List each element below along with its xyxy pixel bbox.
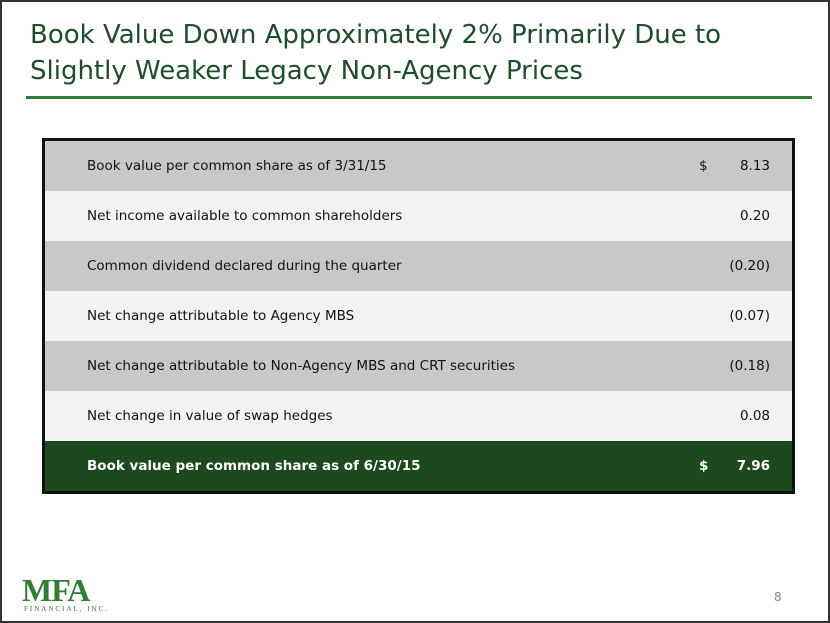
row-label: Net income available to common sharehold… (87, 208, 403, 224)
row-value: 7.96 (736, 458, 770, 474)
logo-subtitle: FINANCIAL, INC. (24, 605, 110, 613)
currency-symbol: $ (699, 458, 709, 474)
table-row: Common dividend declared during the quar… (45, 241, 792, 291)
row-value: 0.08 (739, 408, 770, 424)
title-line: Slightly Weaker Legacy Non-Agency Prices (30, 56, 583, 86)
title-line: Book Value Down Approximately 2% Primari… (30, 20, 722, 50)
page-number: 8 (774, 590, 782, 604)
table-row: Net change attributable to Agency MBS (0.… (45, 291, 792, 341)
row-value: 0.20 (739, 208, 770, 224)
row-value: 8.13 (739, 158, 770, 174)
row-label: Net change attributable to Non-Agency MB… (87, 358, 516, 374)
table-row: Net income available to common sharehold… (45, 191, 792, 241)
table-row: Net change in value of swap hedges 0.08 (45, 391, 792, 441)
row-value: (0.20) (729, 258, 770, 274)
row-label: Net change in value of swap hedges (87, 408, 333, 424)
row-label: Book value per common share as of 6/30/1… (87, 458, 421, 474)
table-row: Book value per common share as of 3/31/1… (45, 141, 792, 191)
title-rule (26, 96, 812, 99)
table: Book value per common share as of 3/31/1… (42, 138, 795, 494)
row-label: Book value per common share as of 3/31/1… (87, 158, 387, 174)
row-value: (0.07) (729, 308, 770, 324)
logo: MFA (22, 572, 90, 608)
table-row: Book value per common share as of 6/30/1… (45, 441, 792, 491)
table-row: Net change attributable to Non-Agency MB… (45, 341, 792, 391)
row-label: Net change attributable to Agency MBS (87, 308, 355, 324)
row-label: Common dividend declared during the quar… (87, 258, 402, 274)
currency-symbol: $ (699, 158, 708, 174)
row-value: (0.18) (729, 358, 770, 374)
